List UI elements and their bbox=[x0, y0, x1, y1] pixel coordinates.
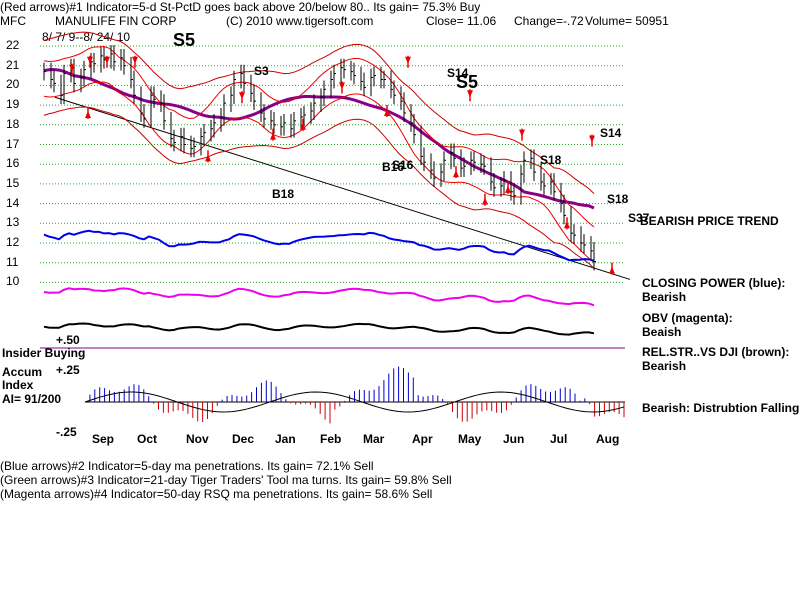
indicator-1-description: (Red arrows)#1 Indicator=5-d St-PctD goe… bbox=[0, 0, 481, 14]
accum-minus25: -.25 bbox=[56, 425, 77, 439]
close-value: Close= 11.06 bbox=[426, 14, 497, 28]
relative-strength-status: Bearish bbox=[642, 359, 687, 373]
signal-s14-apr: S14 bbox=[447, 66, 469, 80]
price-bars bbox=[43, 45, 596, 271]
relative-strength-line bbox=[43, 322, 595, 336]
signal-b16: B16 bbox=[382, 160, 405, 174]
y-tick-22: 22 bbox=[6, 38, 20, 52]
date-range: 8/ 7/ 9--8/ 24/ 10 bbox=[42, 30, 131, 44]
upper-band-outer bbox=[43, 31, 595, 194]
month-aug: Aug bbox=[596, 432, 620, 446]
y-tick-12: 12 bbox=[6, 235, 20, 249]
y-tick-16: 16 bbox=[6, 156, 20, 171]
insider-buying-label: Insider Buying bbox=[2, 346, 86, 360]
month-may: May bbox=[458, 432, 482, 446]
y-tick-15: 15 bbox=[6, 175, 20, 190]
moving-average-line bbox=[43, 68, 595, 210]
month-apr: Apr bbox=[412, 432, 433, 446]
y-tick-13: 13 bbox=[6, 215, 20, 230]
closing-power-label: CLOSING POWER (blue): bbox=[642, 276, 786, 290]
month-jul: Jul bbox=[550, 432, 568, 446]
y-tick-11: 11 bbox=[6, 254, 19, 269]
volume-value: Volume= 50951 bbox=[585, 14, 669, 28]
month-feb: Feb bbox=[320, 432, 342, 446]
copyright: (C) 2010 www.tigersoft.com bbox=[226, 14, 374, 28]
change-value: Change=-.72 bbox=[514, 14, 584, 28]
obv-line bbox=[43, 287, 595, 307]
obv-label: OBV (magenta): bbox=[642, 311, 733, 325]
signal-s18-jun: S18 bbox=[540, 153, 562, 167]
accum-label: Accum bbox=[2, 365, 43, 379]
signal-s18-aug: S18 bbox=[607, 192, 629, 206]
month-sep: Sep bbox=[92, 432, 115, 446]
y-tick-20: 20 bbox=[6, 77, 20, 92]
signal-s37: S37 bbox=[628, 211, 650, 225]
signal-s3: S3 bbox=[254, 64, 269, 78]
indicator-lines bbox=[43, 229, 595, 336]
company-name: MANULIFE FIN CORP bbox=[55, 14, 177, 28]
month-nov: Nov bbox=[186, 432, 209, 446]
y-tick-21: 21 bbox=[6, 57, 20, 72]
closing-power-line bbox=[43, 229, 595, 262]
relative-strength-label: REL.STR..VS DJI (brown): bbox=[642, 345, 790, 359]
signal-arrows bbox=[69, 55, 615, 275]
month-jan: Jan bbox=[275, 432, 296, 446]
indicator-2-description: (Blue arrows)#2 Indicator=5-day ma penet… bbox=[0, 459, 374, 473]
y-tick-14: 14 bbox=[6, 195, 20, 210]
signal-b18: B18 bbox=[272, 187, 295, 201]
index-label: Index bbox=[2, 378, 34, 392]
lower-band-outer bbox=[43, 106, 595, 269]
y-tick-17: 17 bbox=[6, 136, 20, 151]
signal-s5-apr: S5 bbox=[456, 72, 479, 92]
y-tick-18: 18 bbox=[6, 116, 20, 131]
month-jun: Jun bbox=[503, 432, 525, 446]
y-tick-10: 10 bbox=[6, 274, 20, 289]
y-tick-19: 19 bbox=[6, 97, 20, 112]
signal-s16: S16 bbox=[392, 158, 414, 172]
price-bands bbox=[43, 31, 595, 269]
obv-status: Beaish bbox=[642, 325, 682, 339]
accumulation-index-panel bbox=[84, 366, 625, 424]
accum-plus25: +.25 bbox=[56, 363, 80, 377]
accum-plus50: +.50 bbox=[56, 333, 80, 347]
lower-band-inner bbox=[43, 81, 595, 263]
month-mar: Mar bbox=[363, 432, 385, 446]
price-trend-label: BEARISH PRICE TREND bbox=[640, 214, 779, 228]
ticker-symbol: MFC bbox=[0, 14, 26, 28]
signal-s5-oct: S5 bbox=[173, 30, 196, 50]
indicator-4-description: (Magenta arrows)#4 Indicator=50-day RSQ … bbox=[0, 487, 433, 501]
upper-band-inner bbox=[43, 46, 595, 228]
ai-value: AI= 91/200 bbox=[2, 392, 62, 406]
closing-power-status: Bearish bbox=[642, 290, 687, 304]
month-dec: Dec bbox=[232, 432, 255, 446]
accum-moving-average bbox=[84, 391, 625, 413]
accumulation-status: Bearish: Distrubtion Falling. bbox=[642, 401, 800, 415]
month-oct: Oct bbox=[137, 432, 158, 446]
indicator-3-description: (Green arrows)#3 Indicator=21-day Tiger … bbox=[0, 473, 452, 487]
signal-s14-aug: S14 bbox=[600, 126, 622, 140]
